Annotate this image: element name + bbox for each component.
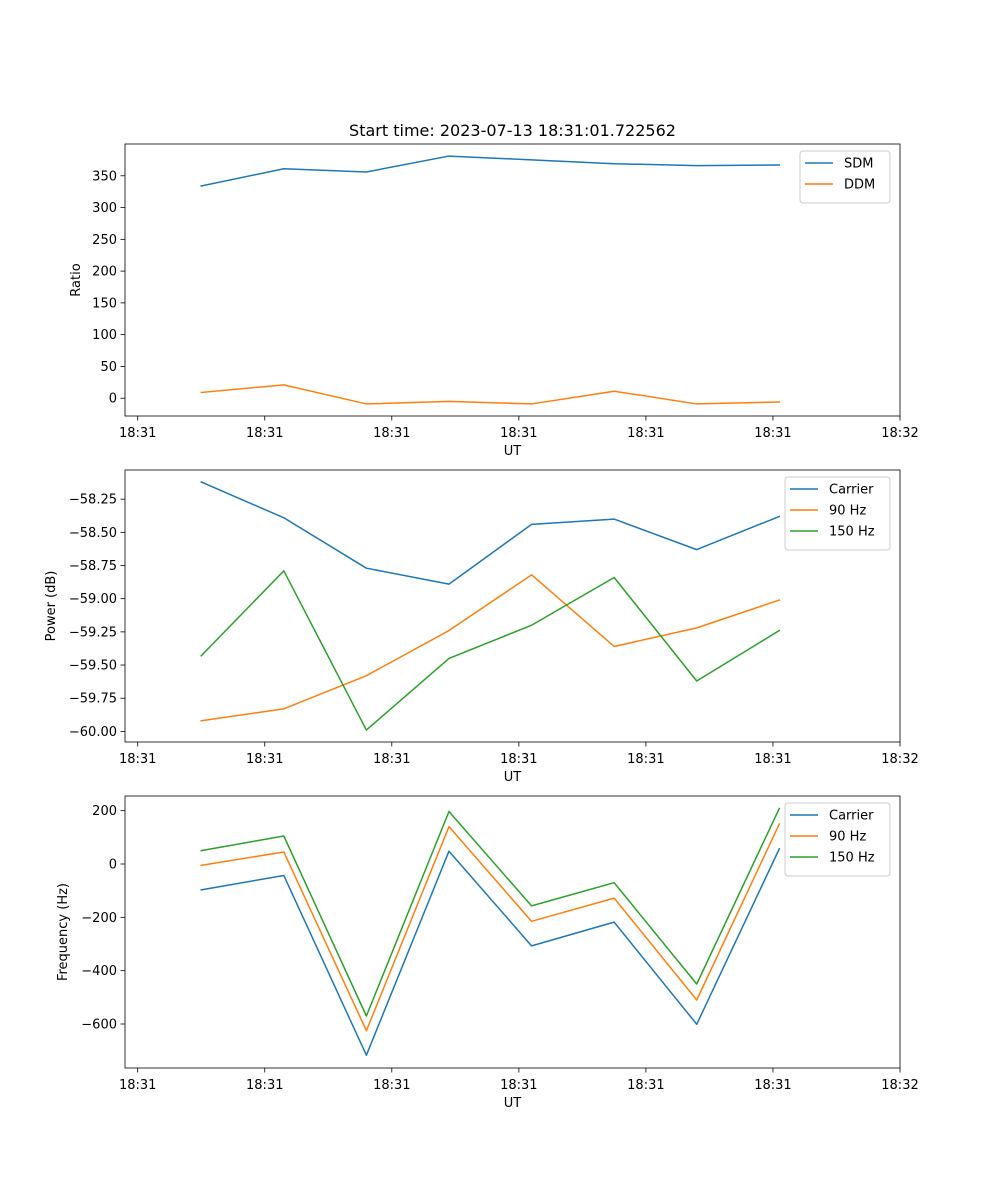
frequency-legend: Carrier 90 Hz 150 Hz [784, 802, 891, 877]
power-y-tick-label: −59.50 [69, 659, 117, 674]
power-x-tick-label: 18:31 [627, 752, 664, 767]
ratio-x-tick-label: 18:31 [119, 426, 156, 441]
power-legend-label-90-hz: 90 Hz [829, 504, 866, 519]
power-y-tick-label: −58.50 [69, 526, 117, 541]
ratio-x-tick-label: 18:31 [627, 426, 664, 441]
ratio-y-tick-label: 0 [109, 392, 117, 407]
ratio-axes-frame [124, 143, 901, 417]
ratio-x-tick-label: 18:31 [754, 426, 791, 441]
figure-title: Start time: 2023-07-13 18:31:01.722562 [349, 121, 676, 140]
power-y-tick-label: −60.00 [69, 725, 117, 740]
ratio-x-tick-label: 18:31 [500, 426, 537, 441]
frequency-x-tick-label: 18:31 [373, 1078, 410, 1093]
frequency-axes-frame [124, 795, 901, 1069]
ratio-x-tick-label: 18:31 [246, 426, 283, 441]
power-y-tick-label: −59.25 [69, 625, 117, 640]
frequency-x-tick-label: 18:31 [246, 1078, 283, 1093]
power-x-axis-label: UT [504, 770, 522, 785]
frequency-panel: 18:31 18:31 18:31 18:31 18:31 18:31 18:32 −600 −… [56, 795, 919, 1111]
frequency-x-tick-label: 18:31 [500, 1078, 537, 1093]
power-series-150-hz-line [200, 570, 781, 731]
frequency-series-carrier-line [200, 847, 781, 1056]
frequency-series-90-hz-line [200, 823, 781, 1032]
power-legend: Carrier 90 Hz 150 Hz [784, 476, 891, 551]
ratio-y-tick-label: 50 [100, 360, 117, 375]
ratio-legend-label-ddm: DDM [844, 178, 875, 193]
ratio-y-tick-label: 200 [92, 265, 117, 280]
frequency-legend-label-150-hz: 150 Hz [829, 851, 875, 866]
power-legend-label-carrier: Carrier [829, 483, 874, 498]
ratio-legend-label-sdm: SDM [844, 157, 873, 172]
power-series-90-hz-line [200, 574, 781, 722]
power-y-axis-label: Power (dB) [44, 571, 59, 642]
power-x-tick-label: 18:32 [881, 752, 918, 767]
frequency-y-tick-label: −400 [81, 964, 117, 979]
ratio-y-axis-label: Ratio [69, 263, 84, 296]
power-y-tick-label: −59.75 [69, 692, 117, 707]
power-x-tick-label: 18:31 [373, 752, 410, 767]
power-y-tick-label: −58.25 [69, 493, 117, 508]
frequency-x-axis-label: UT [504, 1096, 522, 1111]
power-y-tick-label: −59.00 [69, 592, 117, 607]
power-x-tick-label: 18:31 [754, 752, 791, 767]
ratio-x-tick-label: 18:32 [881, 426, 918, 441]
ratio-y-tick-label: 300 [92, 201, 117, 216]
ratio-legend-frame [799, 150, 891, 204]
ratio-series-ddm-line [200, 384, 781, 405]
frequency-series-150-hz-line [200, 807, 781, 1017]
power-x-tick-label: 18:31 [500, 752, 537, 767]
power-panel: 18:31 18:31 18:31 18:31 18:31 18:31 18:32 −60.0… [44, 469, 919, 785]
power-series-carrier-line [200, 480, 781, 585]
frequency-x-tick-label: 18:32 [881, 1078, 918, 1093]
frequency-y-tick-label: 0 [109, 858, 117, 873]
frequency-y-tick-label: −200 [81, 911, 117, 926]
power-legend-label-150-hz: 150 Hz [829, 525, 875, 540]
ratio-series-sdm-line [200, 155, 781, 187]
frequency-y-tick-label: −600 [81, 1018, 117, 1033]
frequency-legend-label-carrier: Carrier [829, 809, 874, 824]
ratio-y-tick-label: 250 [92, 233, 117, 248]
power-x-tick-label: 18:31 [119, 752, 156, 767]
frequency-y-axis-label: Frequency (Hz) [56, 883, 71, 981]
power-y-tick-label: −58.75 [69, 559, 117, 574]
power-axes-frame [124, 469, 901, 743]
frequency-y-tick-label: 200 [92, 804, 117, 819]
ratio-y-tick-label: 350 [92, 169, 117, 184]
frequency-x-tick-label: 18:31 [754, 1078, 791, 1093]
ratio-y-tick-label: 100 [92, 328, 117, 343]
frequency-x-tick-label: 18:31 [119, 1078, 156, 1093]
ratio-x-axis-label: UT [504, 444, 522, 459]
ratio-y-tick-label: 150 [92, 296, 117, 311]
frequency-x-tick-label: 18:31 [627, 1078, 664, 1093]
ratio-panel: 18:31 18:31 18:31 18:31 18:31 18:31 18:32 0 50 10… [69, 143, 919, 459]
ratio-x-tick-label: 18:31 [373, 426, 410, 441]
power-x-tick-label: 18:31 [246, 752, 283, 767]
ratio-legend: SDM DDM [799, 150, 891, 204]
frequency-legend-label-90-hz: 90 Hz [829, 830, 866, 845]
